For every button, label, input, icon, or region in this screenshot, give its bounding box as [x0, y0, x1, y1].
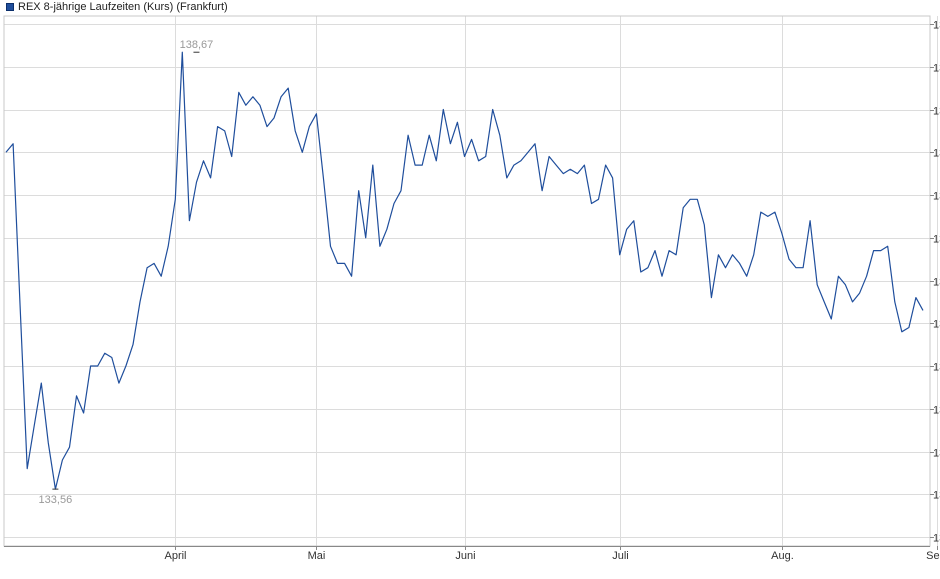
x-tick-label: Mai — [308, 550, 326, 562]
legend-swatch — [6, 3, 14, 11]
x-tick-label: April — [164, 550, 186, 562]
y-tick-label: 136,0 — [933, 277, 940, 289]
series-line — [5, 51, 924, 490]
chart-grid — [4, 16, 938, 546]
y-tick-label: 134,5 — [933, 405, 940, 417]
chart-legend: REX 8-jährige Laufzeiten (Kurs) (Frankfu… — [6, 0, 228, 14]
x-tick-label: Juli — [612, 550, 629, 562]
chart-axes — [3, 15, 938, 550]
y-tick-label: 138,0 — [933, 106, 940, 118]
y-tick-label: 135,0 — [933, 362, 940, 374]
x-tick-label: Juni — [455, 550, 475, 562]
extreme-label: 138,67 — [180, 39, 214, 51]
y-axis-labels: 139,0 138,5 138,0 137,5 137,0 136,5 136,0 135,5… — [933, 20, 940, 545]
series-group — [5, 51, 924, 490]
y-tick-label: 136,5 — [933, 234, 940, 246]
legend-label: REX 8-jährige Laufzeiten (Kurs) (Frankfu… — [18, 1, 228, 13]
extreme-label: 133,56 — [39, 494, 73, 506]
y-tick-label: 139,0 — [933, 20, 940, 32]
y-tick-label: 133,5 — [933, 490, 940, 502]
y-tick-label: 135,5 — [933, 319, 940, 331]
y-tick-label: 138,5 — [933, 63, 940, 75]
y-tick-label: 137,5 — [933, 148, 940, 160]
x-tick-label: Sep. — [926, 550, 940, 562]
y-tick-label: 134,0 — [933, 448, 940, 460]
x-tick-label: Aug. — [771, 550, 794, 562]
y-tick-label: 133,0 — [933, 533, 940, 545]
y-tick-label: 137,0 — [933, 191, 940, 203]
annotations: 138,67 133,56 — [39, 39, 214, 506]
x-axis-labels: April Mai Juni Juli Aug. Sep. — [164, 550, 940, 562]
